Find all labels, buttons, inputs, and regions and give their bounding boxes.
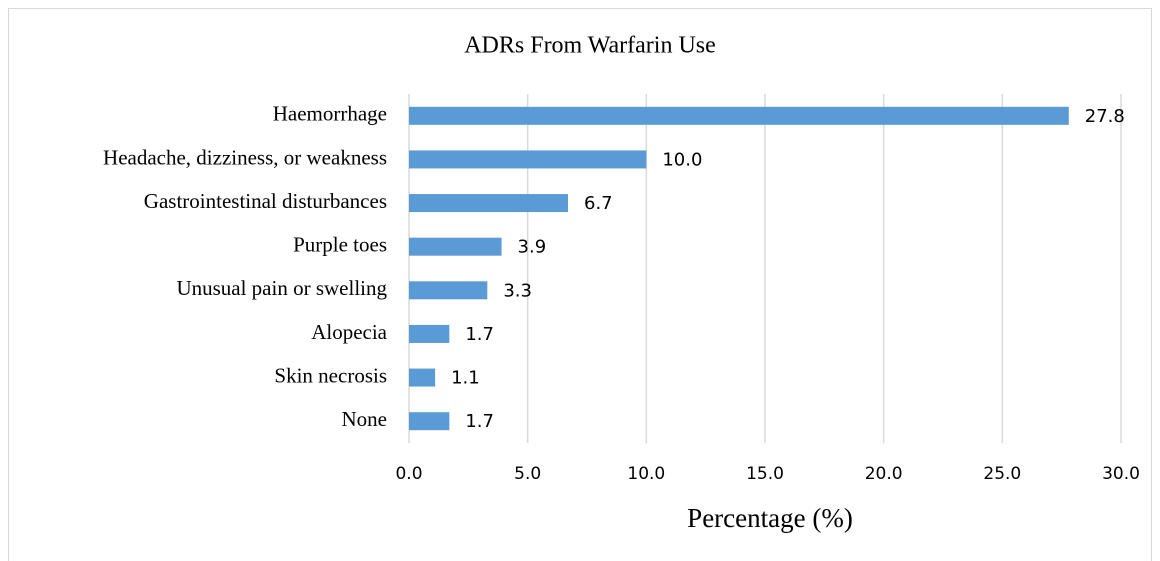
data-label: 6.7 bbox=[584, 193, 613, 214]
data-label: 3.3 bbox=[503, 280, 532, 301]
x-tick-label: 5.0 bbox=[514, 464, 541, 484]
y-tick-label: Alopecia bbox=[311, 320, 387, 344]
chart-frame bbox=[8, 8, 1152, 561]
y-tick-label: Skin necrosis bbox=[274, 363, 387, 387]
y-tick-label: Purple toes bbox=[293, 233, 387, 257]
x-tick-label: 10.0 bbox=[627, 464, 665, 484]
bar bbox=[409, 237, 502, 256]
y-tick-label: Headache, dizziness, or weakness bbox=[103, 145, 387, 169]
data-label: 1.7 bbox=[465, 411, 494, 432]
x-tick-label: 20.0 bbox=[865, 464, 903, 484]
chart-title: ADRs From Warfarin Use bbox=[464, 33, 716, 59]
bar bbox=[409, 412, 450, 431]
data-label: 1.1 bbox=[451, 368, 480, 389]
x-tick-label: 0.0 bbox=[395, 464, 422, 484]
bar bbox=[409, 150, 647, 169]
x-axis-title: Percentage (%) bbox=[687, 503, 853, 533]
x-tick-label: 15.0 bbox=[746, 464, 784, 484]
data-label: 1.7 bbox=[465, 324, 494, 345]
bar bbox=[409, 368, 436, 387]
data-label: 27.8 bbox=[1085, 106, 1125, 127]
y-tick-label: None bbox=[342, 407, 388, 431]
y-tick-label: Unusual pain or swelling bbox=[176, 276, 387, 300]
bar bbox=[409, 106, 1069, 125]
bar bbox=[409, 281, 488, 300]
bar bbox=[409, 194, 569, 213]
x-tick-label: 25.0 bbox=[983, 464, 1021, 484]
data-label: 3.9 bbox=[518, 237, 547, 258]
x-tick-label: 30.0 bbox=[1102, 464, 1140, 484]
y-tick-label: Gastrointestinal disturbances bbox=[144, 189, 387, 213]
y-tick-label: Haemorrhage bbox=[273, 102, 387, 126]
data-label: 10.0 bbox=[662, 149, 702, 170]
bar bbox=[409, 324, 450, 343]
